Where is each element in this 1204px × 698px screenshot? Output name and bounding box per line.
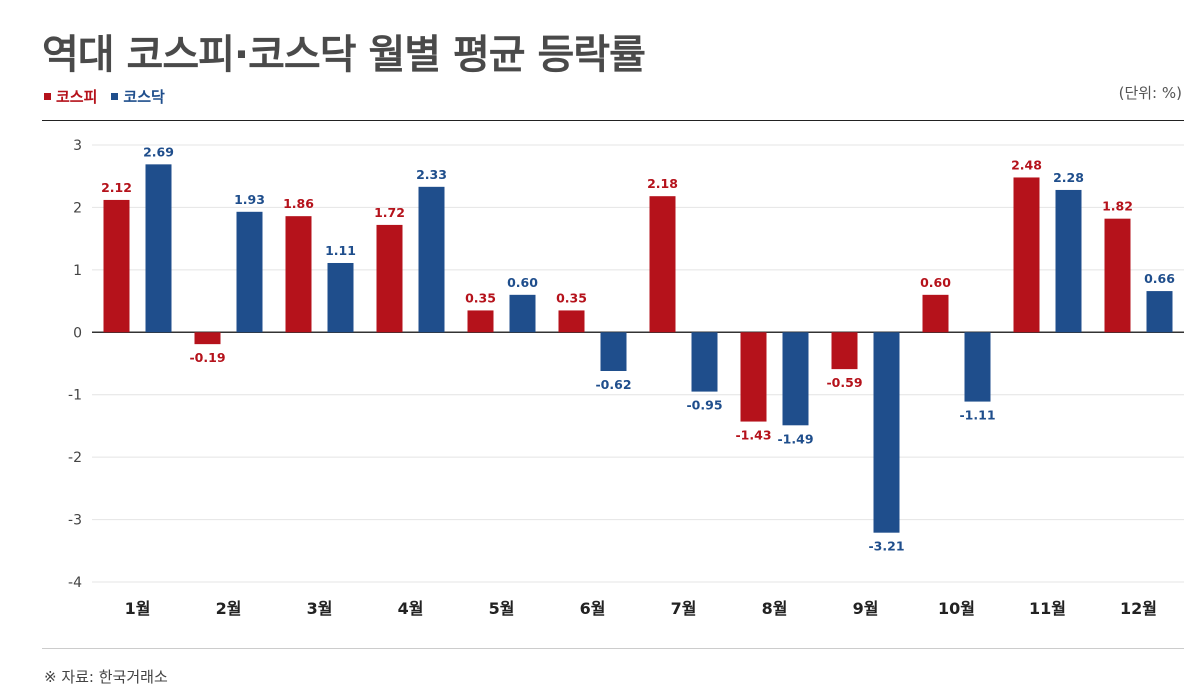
legend-label-kospi: 코스피 [56, 88, 98, 106]
value-label-kospi: 0.35 [556, 290, 587, 305]
bar-kospi [1013, 177, 1040, 333]
value-label-kosdaq: -1.49 [777, 431, 813, 446]
legend-swatch-kospi [44, 93, 51, 100]
value-label-kosdaq: -3.21 [868, 539, 904, 554]
top-divider [42, 120, 1184, 121]
x-category-label: 2월 [216, 599, 242, 618]
bottom-divider [42, 648, 1184, 649]
y-tick-label: -1 [68, 388, 82, 404]
value-label-kosdaq: -1.11 [959, 408, 995, 423]
y-tick-label: 3 [73, 138, 82, 154]
legend-label-kosdaq: 코스닥 [123, 88, 165, 106]
value-label-kospi: 2.12 [101, 180, 132, 195]
x-category-label: 4월 [398, 599, 424, 618]
y-tick-label: -4 [68, 575, 82, 591]
value-label-kosdaq: 1.11 [325, 243, 356, 258]
bar-kosdaq [236, 211, 263, 333]
bar-kosdaq [600, 332, 627, 371]
y-tick-label: -3 [68, 513, 82, 529]
bar-kosdaq [873, 332, 900, 533]
value-label-kospi: 2.48 [1011, 157, 1042, 172]
value-label-kospi: -1.43 [735, 428, 771, 443]
bar-kospi [103, 199, 130, 333]
x-category-label: 1월 [125, 599, 151, 618]
value-label-kosdaq: 2.28 [1053, 170, 1084, 185]
x-category-label: 9월 [853, 599, 879, 618]
x-category-label: 6월 [580, 599, 606, 618]
bar-kosdaq [1055, 189, 1082, 333]
value-label-kosdaq: 2.33 [416, 167, 447, 182]
bar-kospi [922, 294, 949, 333]
bar-kosdaq [691, 332, 718, 392]
legend-item-kospi: 코스피 [44, 86, 97, 107]
bar-kosdaq [418, 186, 445, 333]
bar-kospi [740, 332, 767, 422]
value-label-kospi: 2.18 [647, 176, 678, 191]
value-label-kosdaq: -0.62 [595, 377, 631, 392]
y-tick-label: -2 [68, 450, 82, 466]
value-label-kosdaq: 0.66 [1144, 271, 1175, 286]
x-category-label: 5월 [489, 599, 515, 618]
unit-label: (단위: %) [1118, 84, 1182, 102]
y-tick-label: 2 [73, 200, 82, 216]
legend: 코스피 코스닥 [44, 86, 165, 107]
value-label-kospi: 1.72 [374, 205, 405, 220]
bar-kospi [376, 224, 403, 333]
x-category-label: 12월 [1120, 599, 1157, 618]
x-category-label: 11월 [1029, 599, 1066, 618]
legend-item-kosdaq: 코스닥 [111, 86, 165, 107]
value-label-kosdaq: 1.93 [234, 192, 265, 207]
source-note: ※ 자료: 한국거래소 [44, 668, 168, 686]
x-category-label: 7월 [671, 599, 697, 618]
legend-swatch-kosdaq [111, 93, 119, 100]
bar-kosdaq [509, 294, 536, 333]
bar-kosdaq [327, 262, 354, 333]
bar-kosdaq [782, 332, 809, 426]
bar-kospi [285, 216, 312, 333]
bar-kospi [649, 196, 676, 333]
value-label-kosdaq: 2.69 [143, 144, 174, 159]
bar-kospi [194, 332, 221, 345]
value-label-kospi: -0.19 [189, 350, 225, 365]
value-label-kospi: 1.86 [283, 196, 314, 211]
value-label-kospi: -0.59 [826, 375, 862, 390]
bar-kospi [831, 332, 858, 370]
bar-kosdaq [1146, 291, 1173, 333]
x-category-label: 3월 [307, 599, 333, 618]
bar-kospi [467, 310, 494, 333]
y-tick-label: 1 [73, 263, 82, 279]
bar-kospi [1104, 218, 1131, 333]
bar-kosdaq [964, 332, 991, 402]
value-label-kosdaq: 0.60 [507, 275, 538, 290]
value-label-kospi: 1.82 [1102, 199, 1133, 214]
x-category-label: 10월 [938, 599, 975, 618]
value-label-kosdaq: -0.95 [686, 398, 722, 413]
y-tick-label: 0 [73, 325, 82, 341]
value-label-kospi: 0.35 [465, 290, 496, 305]
x-category-label: 8월 [762, 599, 788, 618]
bar-kosdaq [145, 164, 172, 333]
value-label-kospi: 0.60 [920, 275, 951, 290]
bar-kospi [558, 310, 585, 333]
chart-title: 역대 코스피·코스닥 월별 평균 등락률 [42, 32, 646, 78]
